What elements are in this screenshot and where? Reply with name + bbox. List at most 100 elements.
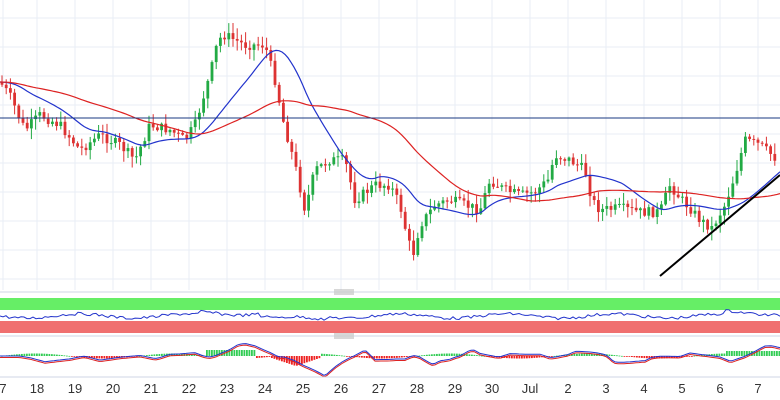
macd-bar-287 — [718, 353, 721, 356]
candle-body-138 — [580, 162, 583, 165]
macd-bar-311 — [778, 351, 780, 356]
candle-body-177 — [744, 136, 747, 153]
candle-body-98 — [412, 240, 415, 255]
macd-bar-288 — [721, 353, 723, 356]
macd-bar-107 — [268, 356, 271, 357]
macd-bar-20 — [51, 354, 53, 356]
macd-bar-310 — [776, 351, 778, 356]
candle-body-105 — [441, 200, 445, 204]
macd-bar-104 — [261, 356, 263, 358]
macd-bar-36 — [91, 356, 93, 359]
candle-body-173 — [727, 196, 730, 207]
candle-body-91 — [382, 185, 386, 188]
candle-body-148 — [622, 203, 625, 205]
macd-bar-59 — [148, 354, 151, 356]
candle-body-160 — [672, 186, 676, 195]
macd-bar-196 — [491, 356, 493, 357]
macd-bar-38 — [96, 356, 98, 359]
candle-body-90 — [378, 181, 382, 188]
candle-body-137 — [576, 164, 579, 166]
macd-bar-45 — [113, 356, 116, 359]
candle-body-115 — [483, 193, 487, 209]
macd-bar-214 — [536, 356, 538, 358]
candle-body-152 — [639, 208, 642, 211]
macd-bar-10 — [26, 353, 28, 356]
macd-bar-101 — [253, 350, 256, 356]
candle-body-166 — [697, 210, 701, 223]
candle-body-153 — [643, 208, 646, 216]
candle-body-156 — [655, 209, 659, 217]
macd-bar-179 — [448, 353, 451, 356]
macd-bar-303 — [758, 351, 761, 356]
macd-bar-25 — [63, 355, 66, 357]
trendline — [659, 174, 780, 277]
macd-bar-193 — [483, 355, 486, 357]
macd-bar-304 — [761, 351, 763, 356]
macd-bar-220 — [551, 356, 553, 357]
candle-body-16 — [67, 135, 71, 138]
candle-body-93 — [391, 188, 394, 190]
ma-red-line — [0, 81, 780, 202]
candle-body-60 — [252, 44, 256, 50]
candle-body-179 — [752, 138, 756, 140]
macd-bar-122 — [306, 356, 308, 363]
ma-blue-line — [0, 49, 780, 216]
candle-body-86 — [361, 189, 365, 202]
macd-bar-309 — [773, 351, 776, 356]
macd-bar-163 — [408, 356, 411, 357]
macd-bar-58 — [146, 355, 148, 356]
candle-body-65 — [273, 60, 277, 85]
macd-bar-211 — [528, 356, 531, 359]
candle-body-47 — [198, 112, 201, 120]
macd-bar-190 — [476, 355, 478, 356]
candle-body-12 — [51, 121, 54, 124]
x-tick-label: 7 — [754, 381, 761, 396]
candle-body-83 — [349, 164, 352, 183]
candle-body-42 — [177, 132, 180, 134]
candle-body-75 — [315, 166, 319, 175]
macd-bar-143 — [358, 356, 361, 358]
candle-body-20 — [84, 147, 88, 151]
x-tick-label: 7 — [0, 381, 7, 396]
candle-body-43 — [181, 132, 184, 135]
macd-bar-119 — [298, 356, 301, 365]
candle-body-73 — [307, 194, 310, 211]
macd-bar-103 — [258, 356, 261, 358]
macd-bar-286 — [716, 353, 718, 356]
panel-dividers[interactable] — [0, 289, 780, 339]
macd-bar-188 — [471, 354, 473, 356]
macd-panel — [0, 343, 780, 378]
macd-bar-109 — [273, 356, 276, 359]
macd-bar-290 — [726, 351, 728, 356]
macd-bar-147 — [368, 356, 371, 359]
x-tick-label: 23 — [220, 381, 234, 396]
candle-body-30 — [126, 148, 130, 152]
macd-bar-180 — [451, 353, 453, 356]
macd-bar-204 — [511, 356, 513, 359]
candle-body-159 — [668, 186, 672, 193]
candle-body-29 — [122, 141, 126, 152]
candle-body-9 — [38, 112, 42, 116]
candle-body-180 — [756, 139, 760, 143]
candle-body-130 — [546, 179, 550, 182]
x-axis: 7 18 19 20 21 22 23 24 25 26 27 28 29 30 Jul 2 3 4 5 6 7 — [0, 376, 780, 396]
macd-bar-307 — [768, 351, 771, 356]
candle-body-100 — [420, 226, 424, 239]
macd-bar-209 — [523, 356, 526, 359]
x-tick-label: 21 — [144, 381, 158, 396]
macd-bar-99 — [248, 350, 251, 356]
candle-body-107 — [450, 201, 453, 203]
candle-body-85 — [357, 201, 361, 204]
x-tick-label: 5 — [678, 381, 685, 396]
macd-bar-182 — [456, 353, 458, 356]
candle-body-129 — [542, 181, 546, 188]
macd-bar-296 — [741, 351, 743, 356]
macd-bar-178 — [446, 353, 448, 356]
candle-body-64 — [269, 50, 273, 61]
macd-bar-137 — [343, 355, 346, 357]
macd-bar-135 — [338, 355, 341, 357]
macd-bar-90 — [226, 350, 228, 356]
candle-body-97 — [408, 228, 411, 241]
macd-bar-54 — [136, 356, 138, 357]
candle-body-118 — [496, 186, 499, 188]
